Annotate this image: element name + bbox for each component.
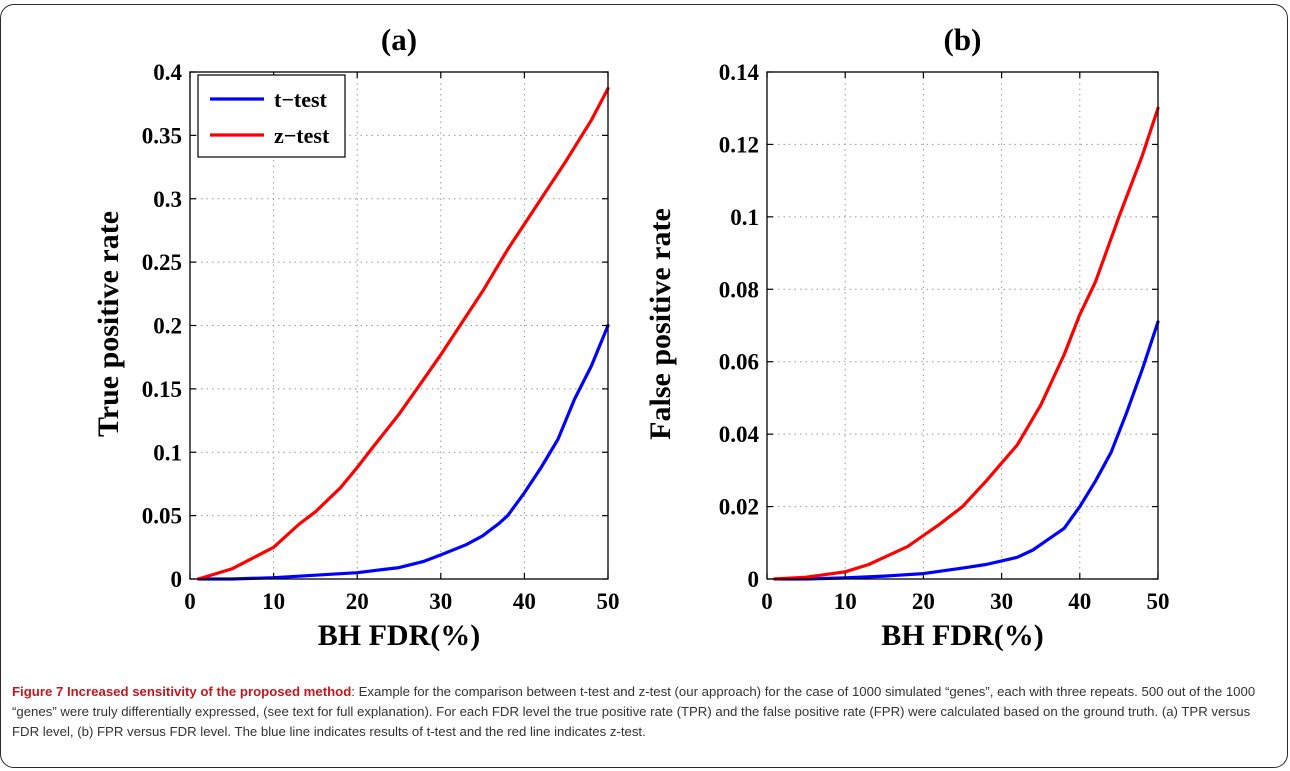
panel-a-legend-label-t-test: t−test [274, 87, 328, 112]
panel-b-x-tick-label-0: 0 [761, 589, 773, 614]
panel-a-legend-label-z-test: z−test [274, 123, 330, 148]
panel-b-y-tick-label-0-04: 0.04 [719, 422, 760, 447]
panel-b-x-tick-label-20: 20 [912, 589, 935, 614]
panel-b-title: (b) [944, 22, 982, 57]
panel-b-y-tick-label-0-12: 0.12 [719, 132, 759, 157]
panel-a-y-tick-label-0-05: 0.05 [142, 504, 182, 529]
panel-a-x-tick-label-0: 0 [184, 589, 196, 614]
panel-b-y-tick-label-0-14: 0.14 [719, 60, 760, 85]
panel-b-y-tick-label-0: 0 [748, 567, 760, 592]
panel-a-t-test-line [196, 323, 610, 581]
panel-a-x-tick-label-30: 30 [429, 589, 452, 614]
panel-b-plot-area [766, 71, 1159, 580]
panel-b-x-tick-label-30: 30 [990, 589, 1013, 614]
panel-a-legend-box [197, 74, 346, 158]
panel-a-y-tick-label-0-3: 0.3 [153, 187, 182, 212]
panel-a-x-tick-label-40: 40 [513, 589, 536, 614]
panel-a-y-tick-label-0-1: 0.1 [153, 440, 182, 465]
panel-b-x-tick-label-50: 50 [1147, 589, 1170, 614]
panel-a-y-tick-label-0-25: 0.25 [142, 250, 182, 275]
panel-a-x-tick-label-10: 10 [262, 589, 285, 614]
panel-b-x-axis-label: BH FDR(%) [881, 619, 1043, 652]
panel-b-y-tick-label-0-08: 0.08 [719, 277, 759, 302]
panel-a-y-tick-label-0-4: 0.4 [153, 60, 182, 85]
panel-b-z-test-line [773, 106, 1160, 581]
panel-a-y-tick-label-0-35: 0.35 [142, 123, 182, 148]
panel-b-y-tick-label-0-1: 0.1 [730, 205, 759, 230]
panel-b-y-tick-label-0-02: 0.02 [719, 495, 759, 520]
panel-a-x-axis-label: BH FDR(%) [318, 619, 480, 652]
panel-b-t-test-line [773, 320, 1160, 581]
panel-b-x-tick-label-40: 40 [1068, 589, 1091, 614]
panel-a-y-axis-label: True positive rate [92, 211, 125, 437]
figure-caption: Figure 7 Increased sensitivity of the pr… [12, 682, 1274, 742]
panel-a-title: (a) [381, 22, 417, 57]
caption-title: Figure 7 Increased sensitivity of the pr… [12, 684, 352, 699]
caption-body: : Example for the comparison between t-t… [12, 684, 1256, 739]
panel-a-y-tick-label-0-2: 0.2 [153, 314, 182, 339]
panel-a-x-tick-label-20: 20 [346, 589, 369, 614]
panel-a-y-tick-label-0-15: 0.15 [142, 377, 182, 402]
panel-b-y-axis-label: False positive rate [644, 208, 677, 440]
panel-a-x-tick-label-50: 50 [597, 589, 620, 614]
panel-a-y-tick-label-0: 0 [171, 567, 183, 592]
panel-b-x-tick-label-10: 10 [834, 589, 857, 614]
panel-b-y-tick-label-0-06: 0.06 [719, 350, 759, 375]
panel-a-z-test-line [196, 86, 610, 581]
figure-canvas: 0 10 20 30 40 50 0 0.05 0.1 0.15 0.2 0.25 0.3 0.35 0.4… [92, 22, 1170, 652]
